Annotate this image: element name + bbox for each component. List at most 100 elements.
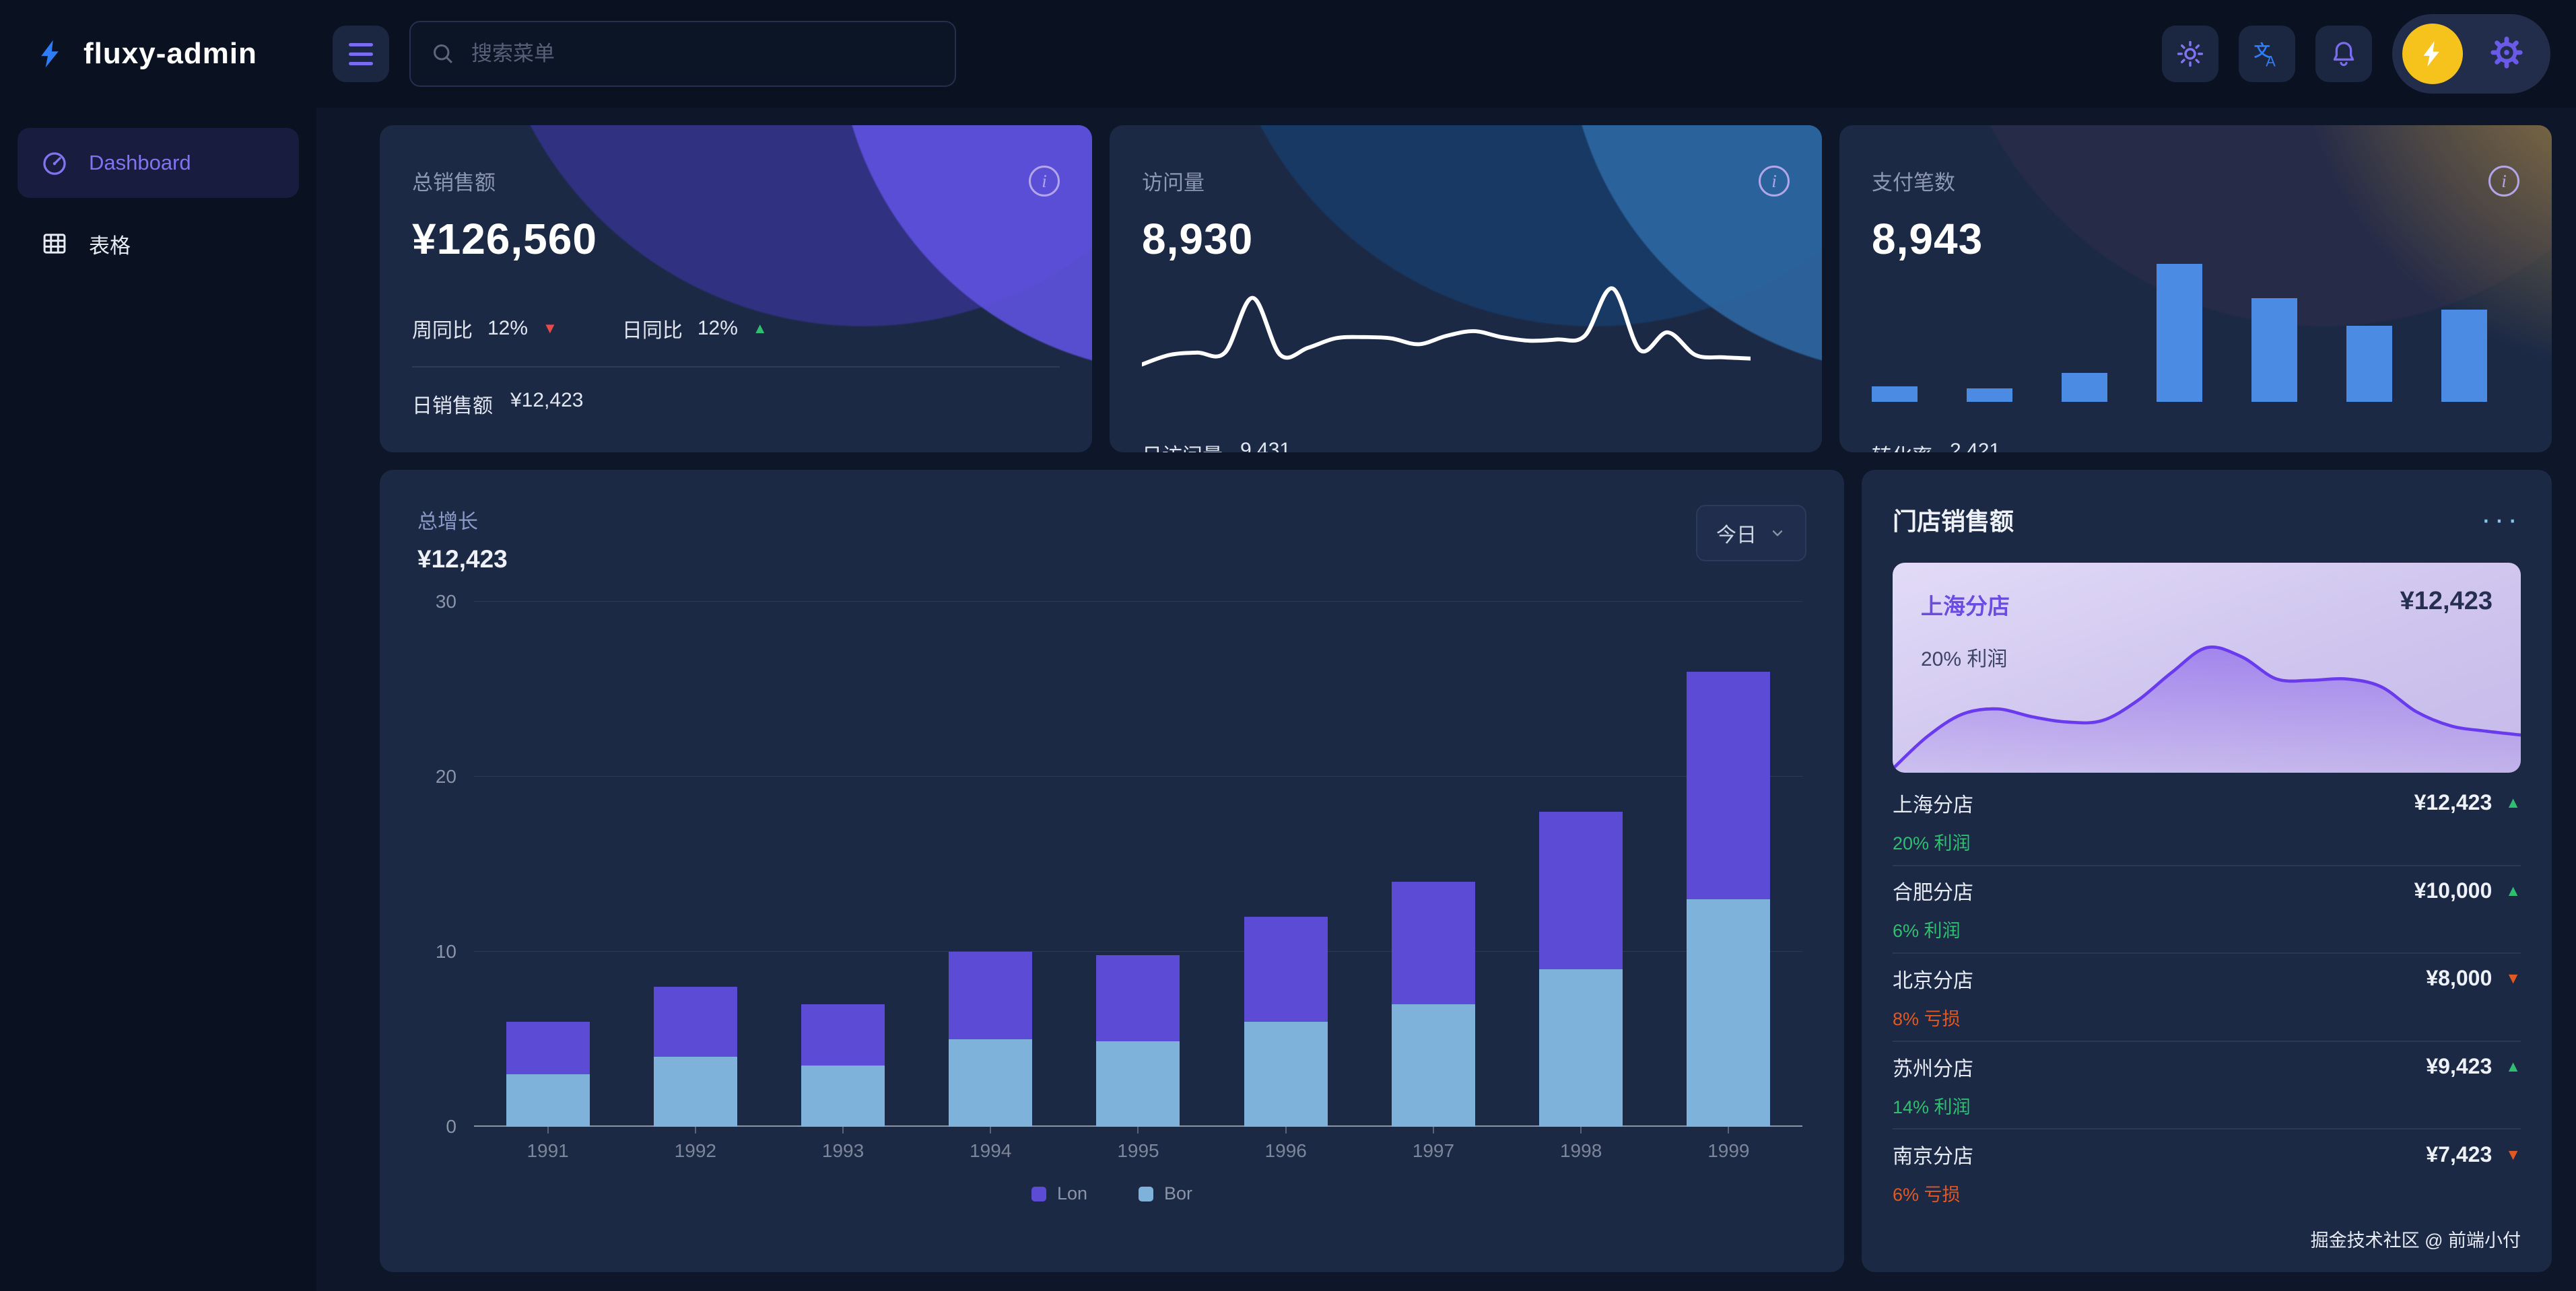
growth-chart-card: 总增长 ¥12,423 今日 0 10 20 30 1991 1992 1993 1994 1… (380, 470, 1844, 1272)
store-list-item[interactable]: 上海分店 ¥12,423 ▲ 20% 利润 (1893, 778, 2521, 866)
store-list-item[interactable]: 北京分店 ¥8,000 ▼ 8% 亏损 (1893, 954, 2521, 1042)
svg-text:文: 文 (2254, 42, 2270, 61)
info-icon[interactable]: i (1759, 166, 1790, 197)
sidebar-item-dashboard[interactable]: Dashboard (18, 128, 299, 198)
bar-1997 (1391, 882, 1475, 1127)
legend-swatch-icon (1031, 1186, 1046, 1201)
bar-1993 (801, 1004, 885, 1127)
bar-1991 (506, 1022, 590, 1127)
search-icon (434, 44, 452, 63)
sidebar-collapse-button[interactable] (333, 26, 389, 82)
card-title: 总销售额 (412, 171, 496, 195)
up-triangle-icon: ▲ (752, 320, 768, 337)
sidebar-item-label: 表格 (89, 234, 131, 258)
y-axis-label: 20 (435, 766, 456, 787)
divider (412, 366, 1060, 368)
visits-sparkline (1142, 286, 1751, 367)
store-value: ¥9,423 (2426, 1054, 2493, 1079)
day-ratio-label: 日同比 (621, 320, 683, 342)
bar-segment-Bor (1244, 1022, 1328, 1127)
growth-xlabels: 1991 1992 1993 1994 1995 1996 1997 1998 1999 (474, 1127, 1802, 1162)
user-menu[interactable] (2392, 14, 2550, 94)
daily-sales-label: 日销售额 (412, 395, 493, 417)
store-list-item[interactable]: 南京分店 ¥7,423 ▼ 6% 亏损 (1893, 1129, 2521, 1216)
conversion-value: 2,421 (1950, 440, 2001, 452)
store-name: 合肥分店 (1893, 882, 1973, 905)
translate-icon: 文 A (2254, 42, 2276, 69)
gridline (474, 776, 1802, 777)
language-switch-button[interactable]: 文 A (2239, 26, 2295, 82)
settings-gear-icon[interactable] (2488, 34, 2525, 74)
bar-1995 (1096, 955, 1180, 1127)
bar-segment-Bor (506, 1074, 590, 1127)
sidebar-menu: Dashboard 表格 (0, 108, 316, 299)
payments-card: 支付笔数 i 8,943 转化率 2,421 (1839, 125, 2552, 452)
bar-segment-Bor (801, 1066, 885, 1127)
legend-item-Lon[interactable]: Lon (1031, 1183, 1087, 1204)
y-axis-label: 0 (446, 1116, 456, 1137)
page-content: 总销售额 i ¥126,560 周同比 12% ▼ 日同比 12% (316, 108, 2576, 1291)
trend-triangle-icon: ▼ (2505, 1145, 2521, 1163)
trend-triangle-icon: ▲ (2505, 1057, 2521, 1076)
bar-segment-Lon (949, 952, 1033, 1039)
bar-segment-Lon (653, 987, 737, 1057)
bar-1996 (1244, 917, 1328, 1127)
sidebar-item-table[interactable]: 表格 (18, 209, 299, 279)
svg-text:A: A (2266, 53, 2276, 69)
sales-total-value: ¥126,560 (412, 215, 597, 263)
growth-bars (474, 602, 1802, 1127)
x-axis-label: 1997 (1392, 1127, 1475, 1162)
credit-footer: 掘金技术社区 @ 前端小付 (2310, 1230, 2521, 1251)
x-axis-label: 1999 (1687, 1127, 1770, 1162)
sidebar-item-label: Dashboard (89, 151, 191, 174)
gauge-icon (43, 152, 66, 175)
store-name: 北京分店 (1893, 969, 1973, 992)
store-name: 苏州分店 (1893, 1057, 1973, 1080)
mini-bar (2251, 298, 2297, 402)
store-sales-panel: 门店销售额 ··· 上海分店 ¥12,423 20% 利润 (1862, 470, 2552, 1272)
store-list-item[interactable]: 苏州分店 ¥9,423 ▲ 14% 利润 (1893, 1042, 2521, 1130)
more-options-icon[interactable]: ··· (2481, 503, 2521, 536)
bell-icon (2333, 42, 2354, 67)
info-icon[interactable]: i (1029, 166, 1060, 197)
day-ratio: 日同比 12% ▲ (622, 314, 768, 343)
store-value: ¥10,000 (2414, 878, 2493, 903)
legend-swatch-icon (1139, 1186, 1154, 1201)
legend-item-Bor[interactable]: Bor (1139, 1183, 1192, 1204)
bar-segment-Lon (1539, 812, 1623, 969)
day-ratio-value: 12% (697, 317, 738, 339)
mini-bar (1872, 386, 1918, 402)
trend-triangle-icon: ▲ (2505, 881, 2521, 899)
bar-segment-Bor (1391, 1004, 1475, 1127)
trend-triangle-icon: ▼ (2505, 969, 2521, 987)
legend-label: Bor (1164, 1183, 1193, 1203)
lightning-bolt-icon (41, 40, 59, 68)
search-input[interactable] (471, 42, 935, 66)
bar-segment-Lon (801, 1004, 885, 1066)
x-axis-label: 1998 (1539, 1127, 1623, 1162)
hamburger-icon (349, 42, 373, 65)
info-icon[interactable]: i (2488, 166, 2519, 197)
sun-icon (2177, 40, 2204, 67)
store-profit-label: 6% 利润 (1893, 921, 1961, 942)
highlight-store-name: 上海分店 (1921, 594, 2010, 619)
store-list-item[interactable]: 合肥分店 ¥10,000 ▲ 6% 利润 (1893, 866, 2521, 954)
theme-toggle-button[interactable] (2162, 26, 2218, 82)
time-range-select[interactable]: 今日 (1696, 505, 1806, 561)
store-profit-label: 8% 亏损 (1893, 1008, 1961, 1029)
card-title: 支付笔数 (1872, 171, 1955, 195)
app-logo: fluxy-admin (0, 0, 316, 108)
bar-segment-Bor (1687, 899, 1771, 1127)
store-area-chart (1893, 646, 2521, 773)
store-highlight-card[interactable]: 上海分店 ¥12,423 20% 利润 (1893, 563, 2521, 773)
gridline (474, 601, 1802, 602)
notification-button[interactable] (2315, 26, 2372, 82)
bar-segment-Lon (1687, 672, 1771, 899)
store-name: 南京分店 (1893, 1146, 1973, 1168)
growth-title: 总增长 (417, 511, 478, 533)
chevron-down-icon (1772, 530, 1783, 536)
bar-segment-Bor (1096, 1041, 1180, 1127)
gridline (474, 951, 1802, 952)
time-range-value: 今日 (1716, 524, 1757, 547)
bar-segment-Lon (1391, 882, 1475, 1004)
